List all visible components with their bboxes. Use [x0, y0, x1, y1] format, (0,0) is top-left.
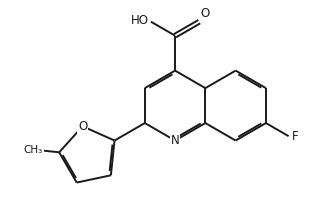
Text: HO: HO: [131, 15, 149, 27]
Text: F: F: [292, 130, 298, 143]
Text: N: N: [171, 134, 180, 147]
Text: O: O: [78, 120, 87, 133]
Text: O: O: [201, 7, 210, 20]
Text: CH₃: CH₃: [23, 144, 43, 155]
